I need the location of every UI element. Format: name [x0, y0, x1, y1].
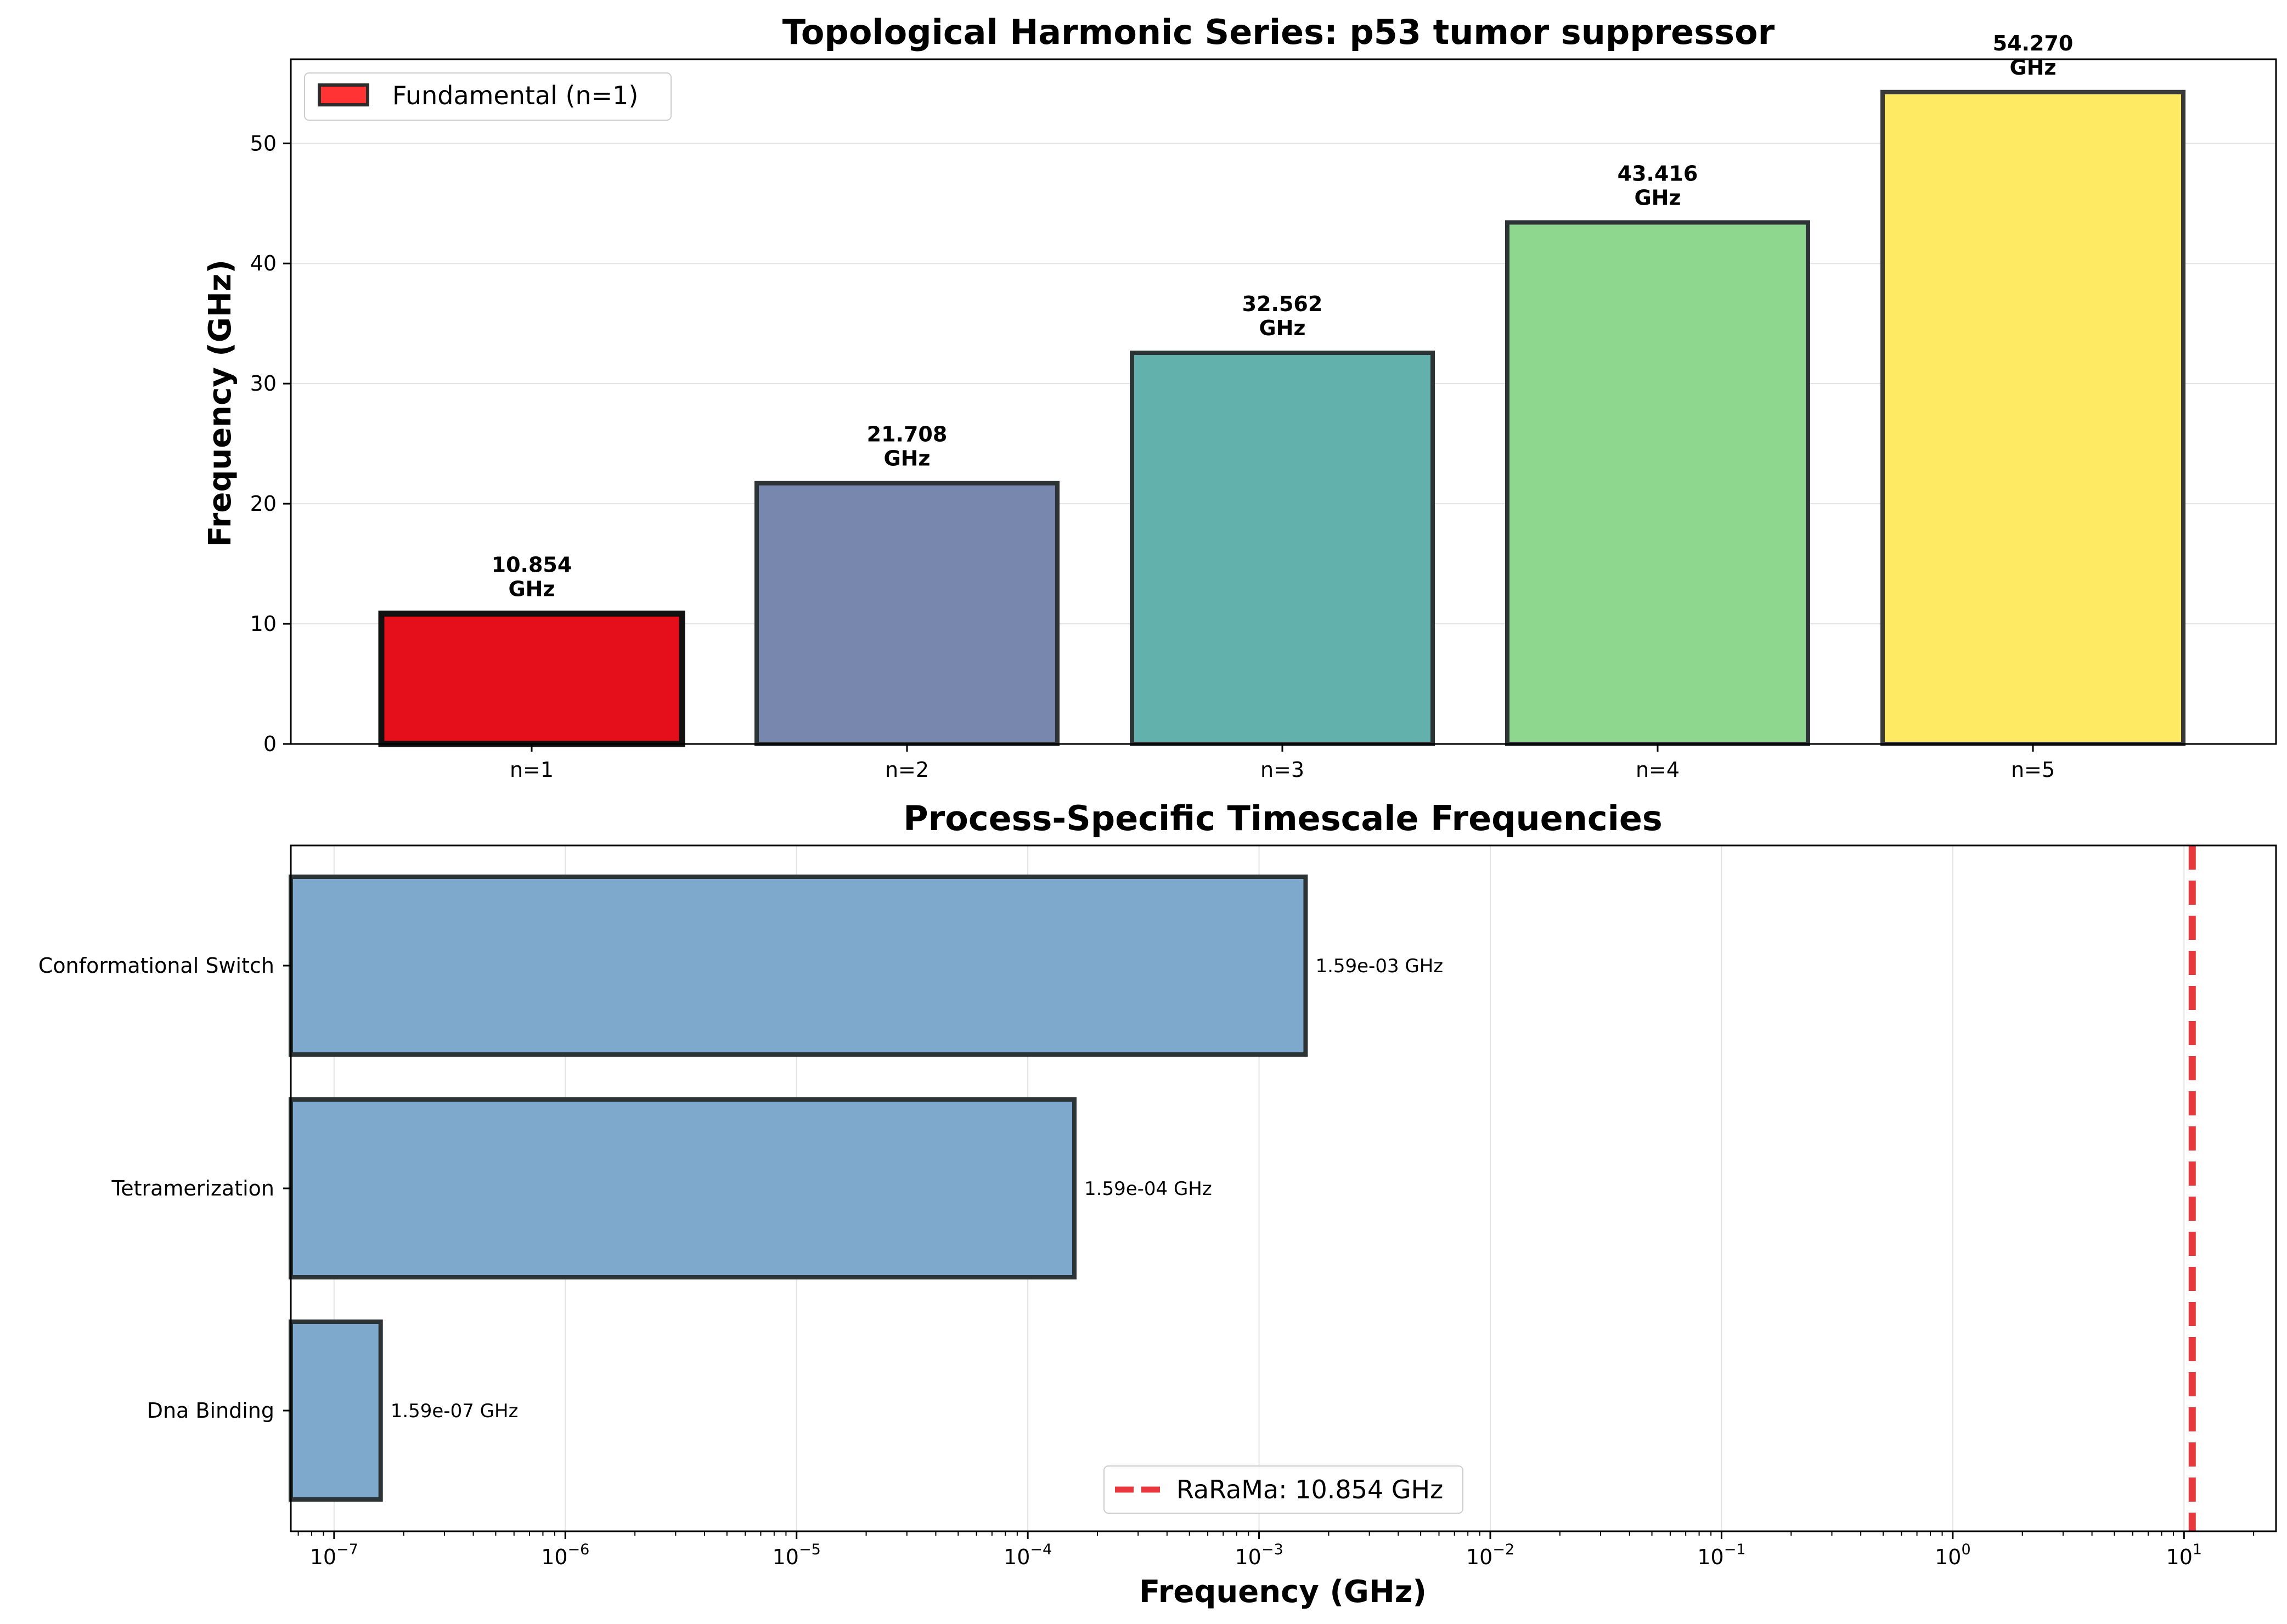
timescale-x-tick-label: 10−6 — [541, 1541, 589, 1569]
harmonic-bar — [378, 610, 685, 747]
timescale-bar — [289, 875, 1308, 1057]
timescale-plot-frame — [290, 844, 2277, 1532]
timescale-bar — [289, 1319, 383, 1502]
timescale-bar-chart: Process-Specific Timescale Frequencies F… — [38, 798, 2277, 1610]
harmonic-legend-box — [304, 72, 672, 121]
harmonic-ticks: 0 10 20 30 40 50 n=1 n=2 n=3 n=4 n=5 — [250, 131, 2055, 782]
timescale-y-tick-label: Dna Binding — [147, 1399, 274, 1423]
harmonic-y-tick-label: 0 — [263, 732, 277, 756]
harmonic-bar-chart: Topological Harmonic Series: p53 tumor s… — [202, 12, 2277, 782]
timescale-x-tick-label: 10−7 — [310, 1541, 358, 1569]
harmonic-x-tick-label: n=2 — [885, 758, 929, 782]
harmonic-x-tick-label: n=1 — [510, 758, 554, 782]
harmonic-x-tick-label: n=5 — [2011, 758, 2055, 782]
harmonic-bar — [1505, 220, 1810, 746]
timescale-x-tick-label: 100 — [1935, 1541, 1971, 1569]
harmonic-y-tick-label: 30 — [250, 371, 277, 396]
harmonic-value-label: 21.708 — [867, 422, 948, 447]
timescale-y-tick-label: Tetramerization — [111, 1176, 274, 1200]
harmonic-value-labels: 10.854GHz21.708GHz32.562GHz43.416GHz54.2… — [492, 31, 2074, 601]
harmonic-chart-title: Topological Harmonic Series: p53 tumor s… — [782, 12, 1775, 52]
timescale-x-tick-label: 10−5 — [773, 1541, 821, 1569]
harmonic-bar — [1130, 351, 1435, 746]
harmonic-y-axis-title: Frequency (GHz) — [202, 260, 238, 547]
harmonic-y-tick-label: 50 — [250, 131, 277, 155]
harmonic-x-tick-label: n=4 — [1636, 758, 1680, 782]
harmonic-y-tick-label: 10 — [250, 612, 277, 636]
timescale-legend-box — [1103, 1465, 1463, 1514]
harmonic-value-label: 32.562 — [1242, 292, 1323, 316]
timescale-chart-title: Process-Specific Timescale Frequencies — [903, 798, 1663, 838]
timescale-x-axis-title: Frequency (GHz) — [1139, 1574, 1427, 1610]
harmonic-bar — [754, 481, 1060, 746]
harmonic-x-tick-label: n=3 — [1260, 758, 1304, 782]
timescale-value-label: 1.59e-04 GHz — [1084, 1178, 1212, 1200]
timescale-x-tick-label: 10−2 — [1466, 1541, 1514, 1569]
harmonic-bars — [378, 89, 2185, 747]
harmonic-value-label: 10.854 — [492, 552, 572, 577]
harmonic-value-label: 43.416 — [1618, 161, 1698, 185]
timescale-value-labels: 1.59e-03 GHz 1.59e-04 GHz 1.59e-07 GHz — [391, 955, 1443, 1422]
harmonic-plot-frame — [290, 58, 2277, 745]
timescale-legend: RaRaMa: 10.854 GHz — [1103, 1465, 1463, 1514]
harmonic-value-unit: GHz — [883, 447, 930, 471]
harmonic-value-unit: GHz — [1634, 185, 1681, 210]
timescale-bar — [289, 1097, 1077, 1279]
timescale-y-tick-label: Conformational Switch — [38, 954, 274, 978]
harmonic-bar — [1880, 89, 2185, 747]
harmonic-legend: Fundamental (n=1) — [304, 72, 672, 121]
harmonic-value-label: 54.270 — [1993, 31, 2074, 55]
timescale-x-tick-label: 10−4 — [1004, 1541, 1052, 1569]
timescale-bars — [289, 875, 1308, 1502]
harmonic-y-tick-label: 40 — [250, 251, 277, 275]
harmonic-value-unit: GHz — [508, 577, 555, 601]
timescale-value-label: 1.59e-07 GHz — [391, 1400, 519, 1422]
rarama-legend-label: RaRaMa: 10.854 GHz — [1176, 1475, 1443, 1504]
harmonic-value-unit: GHz — [1259, 316, 1305, 340]
timescale-x-tick-label: 10−1 — [1697, 1541, 1745, 1569]
harmonic-y-tick-label: 20 — [250, 492, 277, 516]
timescale-value-label: 1.59e-03 GHz — [1315, 955, 1443, 977]
timescale-x-tick-label: 10−3 — [1235, 1541, 1283, 1569]
fundamental-legend-label: Fundamental (n=1) — [392, 81, 638, 110]
fundamental-legend-swatch — [318, 83, 369, 106]
timescale-x-tick-label: 101 — [2166, 1541, 2202, 1569]
